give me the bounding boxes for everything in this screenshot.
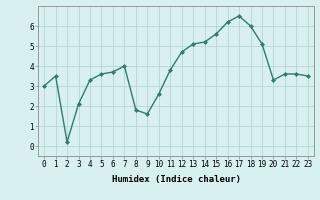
X-axis label: Humidex (Indice chaleur): Humidex (Indice chaleur) <box>111 175 241 184</box>
